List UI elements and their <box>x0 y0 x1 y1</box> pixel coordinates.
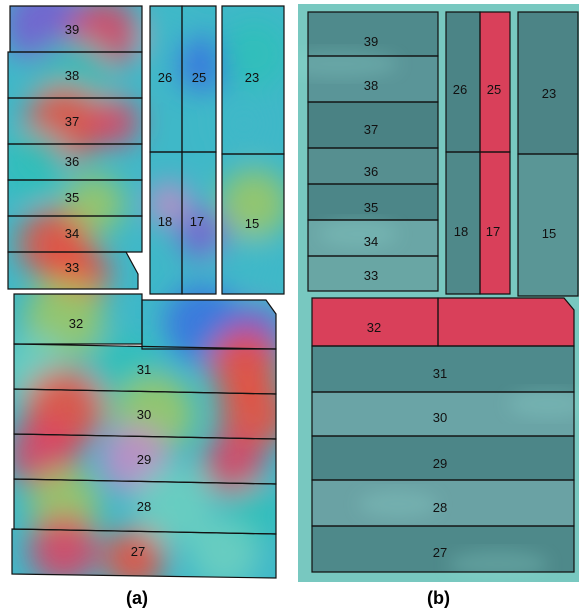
panel-b-texture <box>318 220 398 248</box>
panel-b-plot-fill <box>308 148 438 184</box>
panel-a-color-blob <box>8 129 69 199</box>
panel-b-plot-fill <box>308 256 438 291</box>
panel-b-plot-boundary <box>437 297 575 347</box>
panel-a-plot-label: 39 <box>65 22 79 37</box>
panel-b-plot-boundary <box>311 525 575 573</box>
panel-b-plot-boundary <box>479 151 511 295</box>
panel-a-color-blob <box>139 19 189 69</box>
panel-b-plot-boundary <box>307 255 439 292</box>
panel-a-color-blob <box>219 169 284 239</box>
panel-a-plot-label: 34 <box>65 226 79 241</box>
panel-b-texture <box>448 550 548 578</box>
panel-a-color-blob <box>219 19 284 89</box>
panel-b-plot-boundary <box>517 153 579 297</box>
panel-b-plot-fill <box>518 12 578 154</box>
panel-a-svg: 39 38 37 36 35 34 33 26 25 23 18 17 15 32 31 30 29 28 27 <box>7 5 285 579</box>
panel-a-color-blob <box>219 379 284 449</box>
panel-a-plot-label: 30 <box>137 407 151 422</box>
panel-a-plot-boundary <box>141 299 277 350</box>
panel-a-plot-boundary <box>7 251 139 290</box>
panel-b-plot-label: 29 <box>433 456 447 471</box>
panel-a-color-blob <box>147 182 191 226</box>
panel-b-red-plot-fill <box>480 152 510 294</box>
panel-b-plot-label: 34 <box>364 234 378 249</box>
panel-a-color-blob <box>219 99 269 149</box>
panel-b-plot-label: 30 <box>433 410 447 425</box>
panel-b-plot-fill <box>446 152 480 294</box>
panel-b-plot-label: 17 <box>486 224 500 239</box>
panel-a-plot-label: 27 <box>131 544 145 559</box>
panel-a-plot-label: 37 <box>65 114 79 129</box>
panel-b-plot-fill <box>312 346 574 392</box>
panel-b-plot-label: 23 <box>542 86 556 101</box>
panel-b-texture <box>298 50 398 78</box>
panel-a-color-blob <box>189 519 259 578</box>
panel-b-plot-fill <box>308 102 438 148</box>
panel-a-color-blob <box>64 174 124 234</box>
panel-b-texture <box>358 490 438 518</box>
panel-b-plot-label: 36 <box>364 164 378 179</box>
panel-b-texture <box>508 390 579 418</box>
panel-b-plot-label: 18 <box>454 224 468 239</box>
panel-b-plot-label: 33 <box>364 268 378 283</box>
panel-a-plot-label: 17 <box>190 214 204 229</box>
panel-a-color-blob <box>214 234 274 294</box>
panel-b-plot-label: 38 <box>364 78 378 93</box>
panel-a-plot-boundary <box>221 153 285 295</box>
panel-b-plot-fill <box>446 12 480 152</box>
panel-a-plot-boundary <box>11 528 277 579</box>
panel-b-red-plot-fill <box>312 298 438 346</box>
panel-b-plot-label: 26 <box>453 82 467 97</box>
panel-a-plot-label: 31 <box>137 362 151 377</box>
panel-a-plot-label: 35 <box>65 190 79 205</box>
panel-a-plot-label: 23 <box>245 70 259 85</box>
panel-b-plot-fill <box>518 154 578 296</box>
panel-b-svg: 39 38 37 36 35 34 33 26 25 23 18 17 15 32 31 30 29 28 27 <box>298 4 579 582</box>
panel-a-plot-label: 15 <box>245 216 259 231</box>
panel-a-plot-label: 29 <box>137 452 151 467</box>
panel-b-plot-label: 37 <box>364 122 378 137</box>
panel-a-color-blob <box>104 529 164 578</box>
panel-b-plot-fill <box>308 184 438 220</box>
panel-b-plot-label: 28 <box>433 500 447 515</box>
panel-b-plot-label: 27 <box>433 545 447 560</box>
panel-b-plot-label: 31 <box>433 366 447 381</box>
panel-b-plot-label: 39 <box>364 34 378 49</box>
panel-a-plot-label: 18 <box>158 214 172 229</box>
panel-b-plot-label: 32 <box>367 320 381 335</box>
panel-a-plot-label: 38 <box>65 68 79 83</box>
panel-a-plot-label: 28 <box>137 499 151 514</box>
panel-b-satellite-image: 39 38 37 36 35 34 33 26 25 23 18 17 15 32 31 30 29 28 27 <box>298 4 579 582</box>
panel-a-plot-label: 36 <box>65 154 79 169</box>
panel-a-plot-label: 25 <box>192 70 206 85</box>
panel-a-plot-boundary <box>181 151 217 295</box>
panel-b-plot-fill <box>308 12 438 56</box>
panel-a-plot-label: 33 <box>65 260 79 275</box>
panel-a-plot-label: 26 <box>158 70 172 85</box>
panel-b-red-plot-fill <box>480 12 510 152</box>
panel-a-plot-boundary <box>7 215 143 253</box>
panel-b-plot-label: 15 <box>542 226 556 241</box>
panel-a-plot-label: 32 <box>69 316 83 331</box>
panel-a-color-blob <box>204 434 264 494</box>
panel-a-color-blob <box>89 97 139 147</box>
panel-a-caption: (a) <box>126 588 148 608</box>
panel-b-red-plot-fill <box>438 298 574 346</box>
panel-a-color-blob <box>29 514 99 578</box>
panel-a-color-blob <box>134 464 214 544</box>
panel-b-plot-label: 35 <box>364 200 378 215</box>
panel-b-caption: (b) <box>427 588 450 608</box>
panel-b-plot-fill <box>312 436 574 480</box>
panel-a-interpolated-map: 39 38 37 36 35 34 33 26 25 23 18 17 15 32 31 30 29 28 27 <box>4 4 288 582</box>
panel-b-plot-label: 25 <box>487 82 501 97</box>
